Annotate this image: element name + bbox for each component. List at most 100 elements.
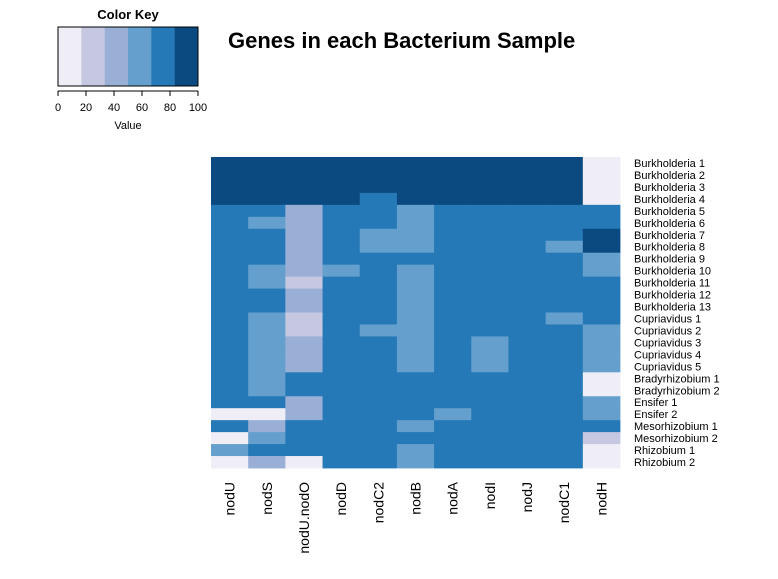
row-label: Ensifer 1 xyxy=(634,397,677,409)
heatmap-cell xyxy=(434,360,472,373)
heatmap-cell xyxy=(545,288,584,301)
heatmap-cell xyxy=(211,348,249,361)
color-key-swatch xyxy=(58,27,82,86)
heatmap-cell xyxy=(285,444,323,457)
heatmap-cell xyxy=(322,168,361,182)
color-key-tick-label: 60 xyxy=(136,102,148,114)
heatmap-cell xyxy=(582,360,621,373)
row-label: Burkholderia 4 xyxy=(634,194,705,206)
heatmap-cell xyxy=(211,324,249,337)
heatmap-cell xyxy=(396,228,435,242)
row-label: Bradyrhizobium 2 xyxy=(634,385,720,397)
heatmap-cell xyxy=(248,252,286,266)
heatmap-cell xyxy=(471,396,509,409)
heatmap-cell xyxy=(359,372,398,385)
heatmap-cell xyxy=(545,348,584,361)
row-label: Burkholderia 5 xyxy=(634,206,705,218)
color-key-swatch xyxy=(128,27,152,86)
heatmap-cell xyxy=(248,432,286,445)
heatmap-cell xyxy=(396,180,435,194)
heatmap-cell xyxy=(322,157,361,170)
heatmap-cell xyxy=(248,324,286,337)
heatmap-cell xyxy=(211,396,249,409)
chart-title: Genes in each Bacterium Sample xyxy=(228,28,576,53)
heatmap-cell xyxy=(434,168,472,182)
heatmap-cell xyxy=(471,264,509,278)
heatmap-cell xyxy=(508,456,547,469)
heatmap-cell xyxy=(471,276,509,289)
color-key-tick-label: 20 xyxy=(80,102,92,114)
heatmap-cell xyxy=(322,444,361,457)
heatmap-cell xyxy=(285,456,323,469)
heatmap-cell xyxy=(582,216,621,230)
heatmap-cell xyxy=(285,264,323,278)
heatmap-cell xyxy=(434,408,472,421)
color-key-swatch xyxy=(174,27,199,86)
heatmap-cell xyxy=(322,216,361,230)
heatmap-cell xyxy=(396,264,435,278)
heatmap-cell xyxy=(211,420,249,433)
heatmap-cell xyxy=(359,264,398,278)
heatmap-cell xyxy=(434,264,472,278)
row-label: Rhizobium 1 xyxy=(634,445,695,457)
heatmap-cell xyxy=(359,420,398,433)
heatmap-cell xyxy=(248,300,286,313)
heatmap-cell xyxy=(322,336,361,349)
heatmap-cell xyxy=(396,168,435,182)
row-label: Ensifer 2 xyxy=(634,409,677,421)
row-label: Mesorhizobium 1 xyxy=(634,421,718,433)
heatmap-cell xyxy=(545,240,584,254)
row-label: Rhizobium 2 xyxy=(634,457,695,469)
heatmap-cell xyxy=(248,372,286,385)
heatmap-cell xyxy=(545,324,584,337)
heatmap-cell xyxy=(211,157,249,170)
heatmap-cell xyxy=(508,312,547,325)
heatmap-cell xyxy=(359,456,398,469)
heatmap-cell xyxy=(434,180,472,194)
heatmap-cell xyxy=(508,372,547,385)
row-label: Cupriavidus 4 xyxy=(634,349,701,361)
heatmap-cell xyxy=(359,312,398,325)
heatmap-cell xyxy=(285,372,323,385)
heatmap-cell xyxy=(434,252,472,266)
heatmap-cell xyxy=(545,336,584,349)
heatmap-cell xyxy=(582,456,621,469)
heatmap-cell xyxy=(211,252,249,266)
heatmap-cell xyxy=(359,444,398,457)
heatmap-cell xyxy=(322,420,361,433)
heatmap-cell xyxy=(285,300,323,313)
heatmap-cell xyxy=(211,180,249,194)
column-label: nodB xyxy=(408,482,424,515)
heatmap-cell xyxy=(508,324,547,337)
heatmap-cell xyxy=(508,252,547,266)
heatmap-cell xyxy=(471,312,509,325)
heatmap-cell xyxy=(322,408,361,421)
heatmap-cell xyxy=(471,348,509,361)
heatmap-cell xyxy=(545,372,584,385)
heatmap-cell xyxy=(582,240,621,254)
heatmap-cell xyxy=(582,168,621,182)
heatmap-cell xyxy=(248,384,286,397)
heatmap-cell xyxy=(396,312,435,325)
row-label: Burkholderia 12 xyxy=(634,290,711,302)
heatmap-cell xyxy=(248,456,286,469)
heatmap-cell xyxy=(508,204,547,218)
row-label: Burkholderia 13 xyxy=(634,302,711,314)
heatmap-cell xyxy=(508,264,547,278)
heatmap-cell xyxy=(211,456,249,469)
heatmap-cell xyxy=(471,384,509,397)
heatmap-cell xyxy=(582,348,621,361)
heatmap-cell xyxy=(285,432,323,445)
heatmap-cell xyxy=(285,228,323,242)
heatmap-cell xyxy=(211,204,249,218)
heatmap-cell xyxy=(285,216,323,230)
heatmap-cell xyxy=(359,252,398,266)
heatmap-cell xyxy=(582,252,621,266)
heatmap-cell xyxy=(248,180,286,194)
heatmap-cell xyxy=(396,216,435,230)
heatmap-cell xyxy=(471,204,509,218)
heatmap-cell xyxy=(471,408,509,421)
heatmap-cell xyxy=(211,216,249,230)
